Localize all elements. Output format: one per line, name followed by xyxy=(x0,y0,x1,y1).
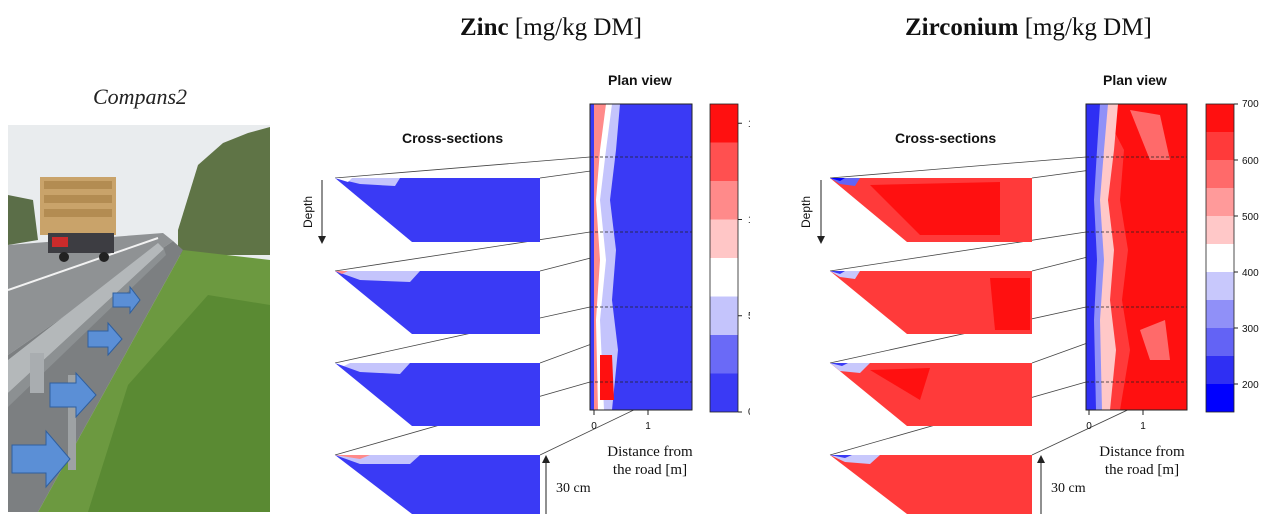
zirconium-cbar-tick-200: 200 xyxy=(1242,380,1259,391)
zirconium-colorbar-band xyxy=(1206,160,1234,188)
zinc-cbar-tick-500: 500 xyxy=(748,311,750,322)
zinc-colorbar-band xyxy=(710,258,738,297)
zinc-colorbar-band xyxy=(710,335,738,374)
zirconium-colorbar xyxy=(1205,103,1238,413)
zirconium-depth-arrow xyxy=(817,180,825,244)
zirconium-colorbar-band xyxy=(1206,104,1234,132)
site-label: Compans2 xyxy=(92,84,188,109)
site-photo-drawing xyxy=(8,125,270,512)
zirconium-scale-bar xyxy=(1037,455,1045,514)
zinc-depth-arrow xyxy=(318,180,326,244)
zirconium-cross-sections-label: Cross-sections xyxy=(895,130,997,146)
zirconium-colorbar-band xyxy=(1206,384,1234,412)
zinc-unit: [mg/kg DM] xyxy=(514,14,642,41)
zirconium-depth-label: Depth xyxy=(799,196,813,228)
zinc-cross-section-3 xyxy=(335,363,540,426)
zirconium-plan-view-label: Plan view xyxy=(1103,72,1167,88)
zirconium-cbar-tick-300: 300 xyxy=(1242,324,1259,335)
zinc-title: Zinc [mg/kg DM] xyxy=(460,14,642,42)
zirconium-cbar-tick-600: 600 xyxy=(1242,156,1259,167)
zinc-scale-label: 30 cm xyxy=(556,481,591,496)
zirconium-cbar-tick-500: 500 xyxy=(1242,212,1259,223)
zinc-cross-section-2 xyxy=(335,271,540,334)
zirconium-cross-section-2 xyxy=(830,271,1032,334)
zirconium-colorbar-band xyxy=(1206,272,1234,300)
zirconium-colorbar-band xyxy=(1206,356,1234,384)
zinc-plan-view-label: Plan view xyxy=(608,72,672,88)
zinc-cross-sections-label: Cross-sections xyxy=(402,130,504,146)
zinc-xlabel: Distance from the road [m] xyxy=(590,443,710,479)
zinc-cbar-tick-1000: 1000 xyxy=(748,215,750,226)
site-photo xyxy=(8,125,270,512)
zirconium-x-axis xyxy=(1088,410,1144,415)
zirconium-colorbar-band xyxy=(1206,188,1234,216)
zinc-cbar-tick-1500: 1500 xyxy=(748,119,750,130)
zinc-xlabel-line2: the road [m] xyxy=(612,462,688,478)
zirconium-xlabel-line2: the road [m] xyxy=(1104,462,1180,478)
zinc-cross-section-4 xyxy=(335,455,540,514)
zirconium-xlabel: Distance from the road [m] xyxy=(1082,443,1202,479)
zirconium-colorbar-band xyxy=(1206,216,1234,244)
zirconium-colorbar-frame xyxy=(1205,103,1235,413)
zirconium-x-tick-1: 1 xyxy=(1140,421,1146,432)
zinc-colorbar-band xyxy=(710,104,738,143)
zirconium-colorbar-band xyxy=(1206,132,1234,160)
zinc-cross-section-1 xyxy=(335,178,540,242)
zinc-colorbar-band xyxy=(710,296,738,335)
zinc-scale-bar xyxy=(542,455,550,514)
zirconium-cbar-tick-400: 400 xyxy=(1242,268,1259,279)
zirconium-colorbar-band xyxy=(1206,244,1234,272)
zirconium-figure: Depth 30 cm 0 1 700 600 500 400 300 200 xyxy=(799,99,1259,514)
zinc-colorbar-band xyxy=(710,373,738,412)
zinc-cbar-tick-0: 0 xyxy=(748,407,750,418)
zirconium-colorbar-band xyxy=(1206,300,1234,328)
zinc-x-tick-0: 0 xyxy=(591,421,597,432)
zinc-x-tick-1: 1 xyxy=(645,421,651,432)
zirconium-cross-section-4 xyxy=(830,455,1032,514)
zinc-colorbar-band xyxy=(710,181,738,220)
zirconium-scale-label: 30 cm xyxy=(1051,481,1086,496)
zirconium-cbar-tick-700: 700 xyxy=(1242,99,1259,110)
zinc-element: Zinc xyxy=(460,14,509,41)
zinc-colorbar-frame xyxy=(709,103,739,413)
zirconium-unit: [mg/kg DM] xyxy=(1024,14,1152,41)
zinc-xlabel-line1: Distance from xyxy=(607,444,693,460)
zirconium-element: Zirconium xyxy=(905,14,1019,41)
zirconium-xlabel-line1: Distance from xyxy=(1099,444,1185,460)
zinc-plan-view xyxy=(589,103,693,411)
zinc-figure: Depth 30 cm 0 1 1500 1000 500 0 xyxy=(301,103,750,514)
zirconium-colorbar-band xyxy=(1206,328,1234,356)
zinc-x-axis xyxy=(593,410,649,415)
zirconium-cross-section-1 xyxy=(830,178,1032,242)
zinc-colorbar xyxy=(709,103,742,413)
zirconium-x-tick-0: 0 xyxy=(1086,421,1092,432)
zirconium-title: Zirconium [mg/kg DM] xyxy=(905,14,1152,42)
zinc-colorbar-band xyxy=(710,219,738,258)
zirconium-cross-section-3 xyxy=(830,363,1032,426)
zinc-colorbar-band xyxy=(710,142,738,181)
zirconium-plan-view xyxy=(1085,103,1188,411)
zinc-depth-label: Depth xyxy=(301,196,315,228)
